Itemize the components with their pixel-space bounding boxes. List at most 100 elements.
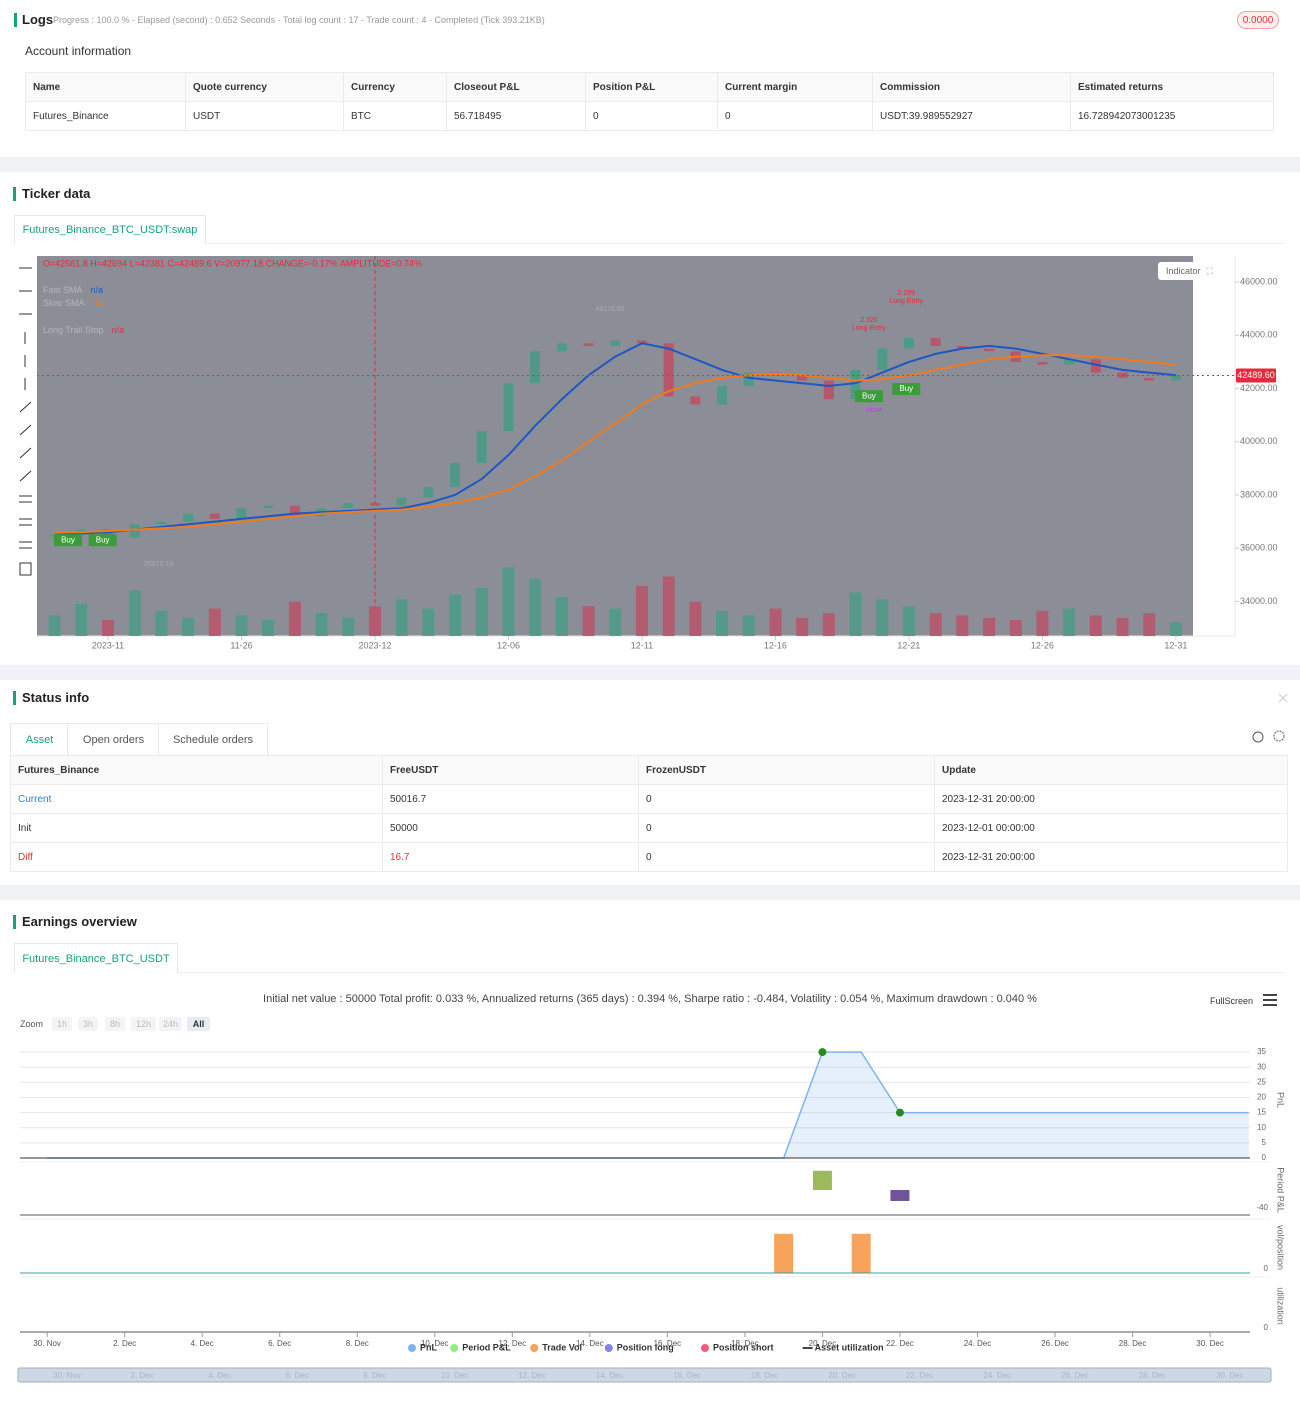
cell: 50016.7 <box>382 784 639 814</box>
candle <box>343 502 354 509</box>
volume-bar <box>342 617 355 636</box>
volume-bar <box>182 617 195 636</box>
volume-bar <box>689 601 702 636</box>
volume-bar <box>449 594 462 636</box>
legend-symbol <box>701 1344 709 1352</box>
navigator-label: 26. Dec <box>1061 1371 1089 1380</box>
expand-icon: ⛶ <box>1206 265 1213 276</box>
volume-bar <box>128 590 141 636</box>
tab[interactable]: Schedule orders <box>158 723 268 755</box>
y-tick-label: 15 <box>1257 1108 1266 1117</box>
volume-bar <box>1063 608 1076 636</box>
x-tick-label: 4. Dec <box>191 1339 214 1348</box>
candle <box>476 431 487 464</box>
x-tick-label: 12-06 <box>497 640 520 650</box>
y-tick-label: 40000.00 <box>1240 436 1278 446</box>
tool-icon <box>19 401 32 413</box>
asset-table: Futures_Binance FreeUSDT FrozenUSDT Update C… <box>10 755 1288 872</box>
x-tick-label: 2023-11 <box>92 640 124 650</box>
section-title: Earnings overview <box>22 914 137 929</box>
legend-symbol <box>450 1344 459 1352</box>
legend-label: Position long <box>617 1342 674 1352</box>
ohlc-legend: O=42561.8 H=42694 L=42381 C=42489.6 V=20… <box>43 258 422 268</box>
legend-value: n/a <box>112 325 125 335</box>
volume-bar <box>235 615 248 636</box>
cell: 56.718495 <box>446 101 586 131</box>
candle <box>103 529 114 538</box>
candle <box>236 508 247 519</box>
badge: 0.0000 <box>1237 11 1279 29</box>
candle <box>1064 359 1075 365</box>
navigator-label: 6. Dec <box>286 1371 309 1380</box>
zoom-button[interactable]: 3h <box>78 1017 98 1031</box>
tab[interactable]: Futures_Binance_BTC_USDT <box>14 943 178 973</box>
annotation: Buy <box>899 384 913 393</box>
x-tick-label: 24. Dec <box>964 1339 992 1348</box>
candle <box>930 337 941 346</box>
last-price-box <box>1236 368 1276 383</box>
tool-icon <box>19 447 32 459</box>
cell: 0 <box>638 784 935 814</box>
zoom-button[interactable]: 24h <box>159 1017 182 1031</box>
zoom-button[interactable]: 8h <box>105 1017 125 1031</box>
volume-bar <box>502 567 515 636</box>
volume-bar <box>395 599 408 636</box>
volume-bar <box>529 578 542 636</box>
navigator-label: 28. Dec <box>1139 1371 1167 1380</box>
row: Init 50000 0 2023-12-01 00:00:00 <box>10 813 1288 843</box>
zoom-button[interactable]: 12h <box>131 1017 156 1031</box>
navigator-label: 30. Nov <box>53 1371 81 1380</box>
row: Current 50016.7 0 2023-12-31 20:00:00 <box>10 784 1288 814</box>
candle <box>263 505 274 509</box>
button-label: Indicator <box>1166 266 1201 276</box>
y-tick-label: 0 <box>1264 1264 1269 1273</box>
zoom-button[interactable]: 1h <box>52 1017 72 1031</box>
volume-bar <box>75 604 88 636</box>
legend-label: Asset utilization <box>815 1342 884 1352</box>
cell: 16.728942073001235 <box>1070 101 1274 131</box>
candle <box>636 340 647 344</box>
header-cell: Quote currency <box>185 72 344 102</box>
navigator-label: 14. Dec <box>596 1371 624 1380</box>
volume-bar <box>635 585 648 636</box>
navigator-label: 22. Dec <box>906 1371 934 1380</box>
cell: 50000 <box>382 813 639 843</box>
y-tick-label: 42000.00 <box>1240 383 1278 393</box>
volume-bar <box>102 620 115 636</box>
cell: Diff <box>10 842 383 872</box>
y-tick-label: 46000.00 <box>1240 276 1278 286</box>
candle <box>1144 377 1155 381</box>
tab[interactable]: Futures_Binance_BTC_USDT:swap <box>14 215 206 244</box>
indicator-button[interactable]: Indicator ⛶ <box>1158 262 1224 280</box>
fullscreen[interactable]: FullScreen <box>1210 996 1254 1006</box>
y-tick-label: -40 <box>1256 1203 1268 1212</box>
header-cell: Commission <box>872 72 1071 102</box>
tab[interactable]: Asset <box>10 723 69 755</box>
volume-bar <box>1116 617 1129 636</box>
header-cell: Name <box>25 72 186 102</box>
volume-bar <box>288 601 301 636</box>
y-tick-label: 35 <box>1257 1047 1266 1056</box>
y-axis-label: PnL <box>1276 1092 1286 1108</box>
cell: USDT:39.989552927 <box>872 101 1071 131</box>
x-tick-label: 11-26 <box>230 640 252 650</box>
header-cell: Estimated returns <box>1070 72 1274 102</box>
annotation: Buy <box>96 535 110 544</box>
zoom-button[interactable]: All <box>187 1017 210 1031</box>
x-tick-label: 28. Dec <box>1119 1339 1147 1348</box>
cell: 2023-12-31 20:00:00 <box>934 842 1288 872</box>
candle <box>903 337 914 349</box>
candle <box>583 343 594 346</box>
navigator-label: 24. Dec <box>983 1371 1011 1380</box>
candle <box>1090 359 1101 373</box>
tab[interactable]: Open orders <box>67 723 160 755</box>
header-cell: Currency <box>343 72 447 102</box>
navigator-label: 4. Dec <box>208 1371 231 1380</box>
navigator-label: 20. Dec <box>828 1371 856 1380</box>
volume-bar <box>48 615 61 636</box>
volume-bar <box>555 597 568 636</box>
tab-line <box>205 243 1285 244</box>
volume-bar <box>1036 610 1049 636</box>
annotation: 35610.10 <box>144 561 173 568</box>
